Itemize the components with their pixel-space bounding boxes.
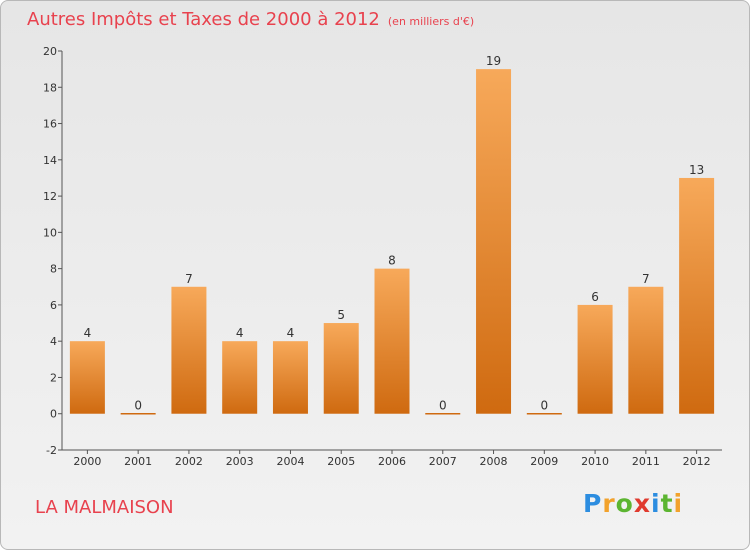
data-label: 0 bbox=[540, 399, 548, 413]
y-tick-label: 18 bbox=[43, 81, 57, 94]
logo-letter: P bbox=[583, 489, 603, 518]
commune-name: LA MALMAISON bbox=[35, 497, 174, 518]
logo-letter: r bbox=[602, 489, 616, 518]
data-label: 6 bbox=[591, 290, 599, 304]
y-tick-label: 20 bbox=[43, 45, 57, 58]
logo-letter: o bbox=[615, 489, 634, 518]
data-label: 4 bbox=[236, 326, 244, 340]
y-tick-label: 0 bbox=[50, 408, 57, 421]
x-tick-label: 2002 bbox=[175, 455, 203, 468]
data-label: 4 bbox=[287, 326, 295, 340]
bar bbox=[323, 323, 359, 414]
x-axis: 2000 2001 2002 2003 2004 2005 2006 2007 2008 2009… bbox=[62, 449, 722, 468]
x-tick-label: 2011 bbox=[632, 455, 660, 468]
y-axis: -2 0 2 4 6 8 10 12 14 16 18 20 bbox=[43, 45, 63, 457]
x-tick-label: 2003 bbox=[226, 455, 254, 468]
x-tick-label: 2005 bbox=[327, 455, 355, 468]
bar bbox=[476, 69, 512, 414]
data-label: 7 bbox=[185, 272, 193, 286]
bar bbox=[628, 286, 664, 414]
x-tick-label: 2001 bbox=[124, 455, 152, 468]
logo-letter: i bbox=[651, 489, 661, 518]
data-label: 19 bbox=[486, 54, 501, 68]
bar bbox=[679, 177, 715, 414]
y-tick-label: 10 bbox=[43, 226, 57, 239]
x-tick-label: 2007 bbox=[429, 455, 457, 468]
bars bbox=[69, 69, 715, 415]
x-tick-label: 2009 bbox=[530, 455, 558, 468]
y-tick-label: 8 bbox=[50, 263, 57, 276]
y-tick-label: 12 bbox=[43, 190, 57, 203]
data-label: 13 bbox=[689, 163, 704, 177]
data-label: 0 bbox=[439, 399, 447, 413]
y-tick-label: 6 bbox=[50, 299, 57, 312]
data-labels: 4 0 7 4 4 5 8 0 19 0 6 7 13 bbox=[84, 54, 705, 413]
data-label: 0 bbox=[134, 399, 142, 413]
x-tick-label: 2010 bbox=[581, 455, 609, 468]
data-label: 5 bbox=[337, 308, 345, 322]
bar bbox=[222, 341, 258, 414]
chart-title: Autres Impôts et Taxes de 2000 à 2012 bbox=[27, 9, 380, 30]
x-tick-label: 2008 bbox=[480, 455, 508, 468]
data-label: 4 bbox=[84, 326, 92, 340]
x-tick-label: 2004 bbox=[276, 455, 304, 468]
y-tick-label: 16 bbox=[43, 118, 57, 131]
bar bbox=[577, 304, 613, 414]
x-tick-label: 2006 bbox=[378, 455, 406, 468]
proxiti-logo[interactable]: Proxiti bbox=[583, 489, 683, 518]
y-tick-label: 2 bbox=[50, 371, 57, 384]
y-tick-label: -2 bbox=[46, 444, 57, 457]
bar bbox=[171, 286, 207, 414]
x-tick-label: 2012 bbox=[683, 455, 711, 468]
bar bbox=[69, 341, 105, 414]
logo-letter: t bbox=[660, 489, 674, 518]
logo-letter: i bbox=[673, 489, 684, 518]
bar bbox=[272, 341, 308, 414]
x-tick-label: 2000 bbox=[73, 455, 101, 468]
bar bbox=[374, 268, 410, 414]
data-label: 7 bbox=[642, 272, 650, 286]
chart-unit: (en milliers d'€) bbox=[387, 15, 475, 28]
data-label: 8 bbox=[388, 254, 396, 268]
title-line: Autres Impôts et Taxes de 2000 à 2012 (en… bbox=[27, 9, 474, 30]
y-tick-label: 14 bbox=[43, 154, 57, 167]
y-tick-label: 4 bbox=[50, 335, 57, 348]
logo-letter: x bbox=[633, 489, 651, 518]
